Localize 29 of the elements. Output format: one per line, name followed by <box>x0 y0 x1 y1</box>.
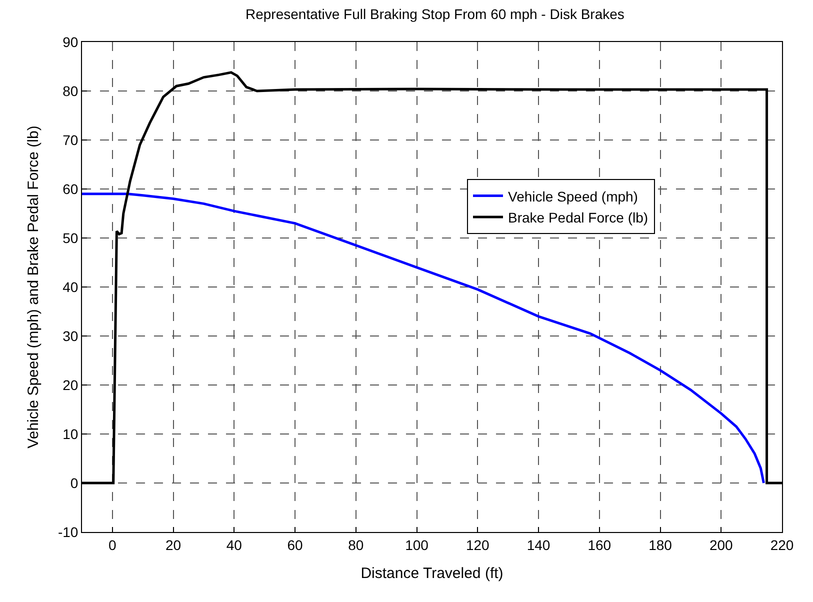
x-tick-label: 0 <box>108 536 117 553</box>
y-tick-label: 90 <box>62 34 78 50</box>
x-tick-label: 120 <box>466 536 490 553</box>
x-tick-label: 80 <box>348 536 364 553</box>
x-tick-label: 100 <box>405 536 429 553</box>
x-tick-label: 140 <box>526 536 550 553</box>
x-tick-label: 220 <box>770 536 794 553</box>
x-tick-label: 40 <box>226 536 242 553</box>
y-tick-label: 10 <box>62 426 78 442</box>
y-tick-label: 40 <box>62 278 78 295</box>
y-tick-label: 30 <box>62 328 78 344</box>
x-tick-label: 180 <box>648 536 672 553</box>
y-tick-label: 0 <box>70 474 78 491</box>
y-tick-label: 70 <box>62 132 78 148</box>
y-axis-title: Vehicle Speed (mph) and Brake Pedal Force (lb) <box>25 126 42 448</box>
y-tick-label: 60 <box>62 180 78 197</box>
x-tick-label: 20 <box>166 536 182 553</box>
line-series <box>82 192 765 484</box>
y-tick-label: 80 <box>62 82 78 99</box>
x-tick-label: 200 <box>709 536 734 553</box>
chart-title: Representative Full Braking Stop From 60 mph - Disk Brakes <box>245 6 624 22</box>
x-axis-title: Distance Traveled (ft) <box>360 564 504 582</box>
legend-label: Vehicle Speed (mph) <box>508 188 638 204</box>
x-tick-label: 160 <box>588 536 612 553</box>
y-tick-label: 50 <box>62 230 78 246</box>
y-tick-label: -10 <box>58 524 78 540</box>
legend-label: Brake Pedal Force (lb) <box>508 209 648 226</box>
x-tick-label: 60 <box>287 536 304 553</box>
y-tick-label: 20 <box>62 376 78 393</box>
